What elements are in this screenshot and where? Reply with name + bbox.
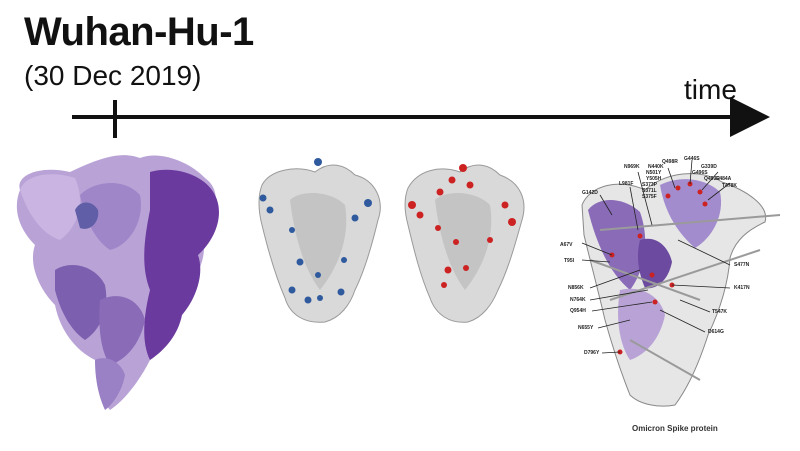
mutation-label: Q493R	[704, 176, 720, 182]
mutation-label: T547K	[712, 309, 728, 315]
mutation-label: S371L	[642, 188, 657, 194]
mutation-label: G339D	[701, 164, 717, 170]
omicron-caption: Omicron Spike protein	[632, 424, 718, 433]
mutation-label: Q954H	[570, 308, 586, 314]
time-axis-label: time	[684, 74, 737, 105]
variant-date: (30 Dec 2019)	[24, 60, 202, 91]
mutation-label: N440K	[648, 164, 664, 170]
mutation-label: K417N	[734, 285, 750, 291]
mutation-label: G142D	[582, 190, 598, 196]
mutation-label: N856K	[568, 285, 584, 291]
mutation-label: G446S	[684, 156, 700, 162]
wuhan-spike-structure	[16, 155, 219, 410]
mutation-label: D796Y	[584, 350, 600, 356]
mutation-label: N969K	[624, 164, 640, 170]
spike-red-mutations-structure	[404, 164, 525, 323]
mutation-label: A67V	[560, 242, 573, 248]
mutation-label: G496S	[692, 170, 708, 176]
mutation-label: S373P	[642, 182, 658, 188]
mutation-label: L981F	[619, 181, 634, 187]
mutation-label: Q498R	[662, 159, 678, 165]
mutation-label: S375F	[642, 194, 657, 200]
mutation-label: N501Y	[646, 170, 662, 176]
spike-blue-mutations-structure	[258, 158, 381, 323]
mutation-label: E484A	[716, 176, 732, 182]
mutation-label: T478K	[722, 183, 738, 189]
variant-title: Wuhan-Hu-1	[24, 10, 254, 54]
omicron-spike-structure	[581, 173, 781, 407]
mutation-label: T95I	[564, 258, 575, 264]
mutation-label: N655Y	[578, 325, 594, 331]
mutation-label: S477N	[734, 262, 750, 268]
mutation-label: D614G	[708, 329, 724, 335]
mutation-label: N764K	[570, 297, 586, 303]
mutation-label: Y505H	[646, 176, 662, 182]
mutation-leader-lines	[581, 159, 731, 354]
